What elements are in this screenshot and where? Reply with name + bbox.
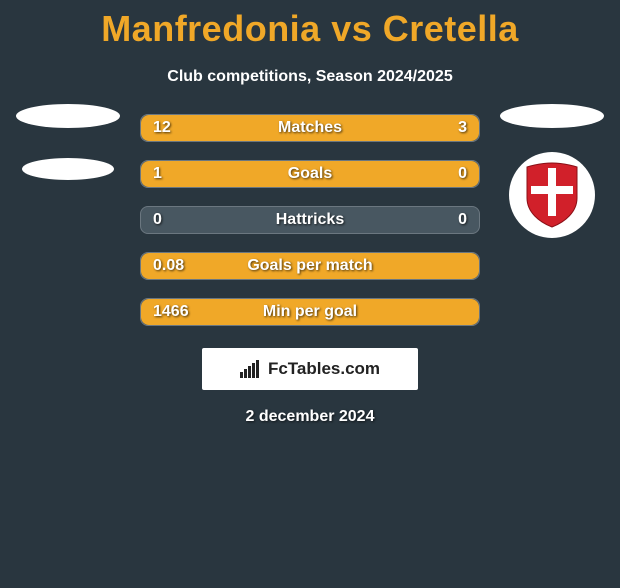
stat-bar: 12Matches3	[140, 114, 480, 142]
placeholder-ellipse-icon	[500, 104, 604, 128]
stat-value-right: 0	[458, 211, 467, 229]
stat-label: Hattricks	[141, 211, 479, 229]
stat-bar: 1466Min per goal	[140, 298, 480, 326]
club-badge	[509, 152, 595, 238]
stat-label: Goals	[141, 165, 479, 183]
stat-bars: 12Matches31Goals00Hattricks00.08Goals pe…	[140, 114, 480, 326]
stat-label: Min per goal	[141, 303, 479, 321]
stat-value-right: 0	[458, 165, 467, 183]
shield-icon	[525, 162, 579, 228]
date-text: 2 december 2024	[0, 408, 620, 426]
stat-bar: 0Hattricks0	[140, 206, 480, 234]
stat-value-right: 3	[458, 119, 467, 137]
brand-text: FcTables.com	[268, 359, 380, 379]
stat-label: Matches	[141, 119, 479, 137]
placeholder-ellipse-icon	[16, 104, 120, 128]
bars-chart-icon	[240, 360, 262, 378]
stat-label: Goals per match	[141, 257, 479, 275]
comparison-panel: 12Matches31Goals00Hattricks00.08Goals pe…	[0, 114, 620, 326]
placeholder-ellipse-icon	[22, 158, 114, 180]
stat-bar: 0.08Goals per match	[140, 252, 480, 280]
brand-badge: FcTables.com	[202, 348, 418, 390]
right-team-icons	[492, 104, 612, 238]
stat-bar: 1Goals0	[140, 160, 480, 188]
left-team-icons	[8, 104, 128, 180]
page-subtitle: Club competitions, Season 2024/2025	[0, 68, 620, 86]
page-title: Manfredonia vs Cretella	[0, 8, 620, 50]
